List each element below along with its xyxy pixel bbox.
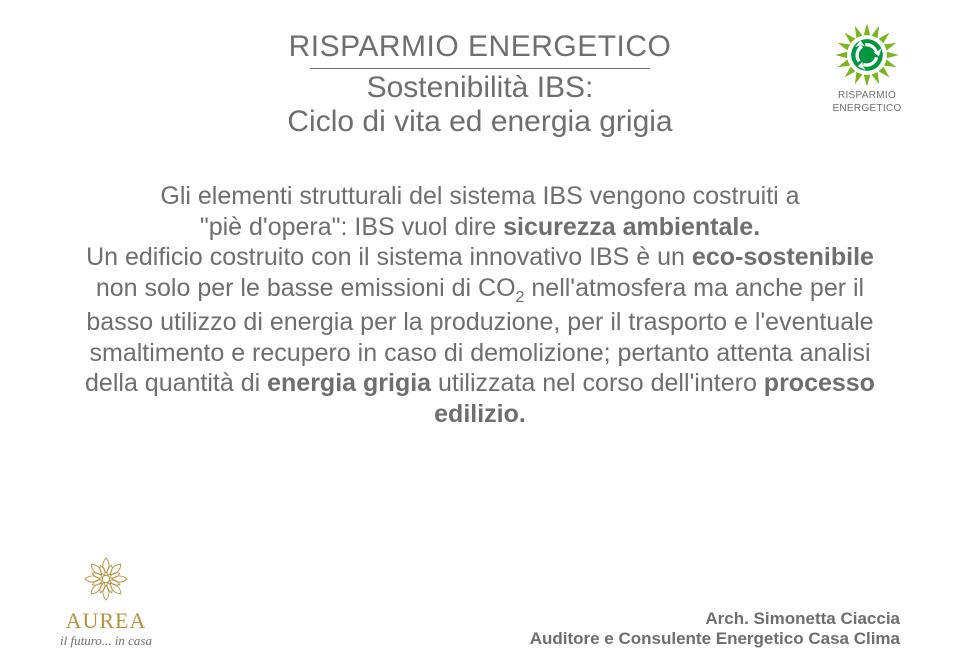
body-line: "piè d'opera": IBS vuol dire sicurezza a… — [200, 213, 760, 241]
brand-tagline: il futuro... in casa — [60, 633, 152, 649]
architect-name: Arch. Simonetta Ciaccia — [530, 609, 900, 629]
body-line: non solo per le basse emissioni di CO — [96, 274, 516, 302]
subtitle-line-1: Sostenibilità IBS: — [60, 71, 900, 105]
footer-credit: Arch. Simonetta Ciaccia Auditore e Consu… — [530, 609, 900, 649]
bold-text: eco-sostenibile — [692, 243, 874, 271]
footer-brand-block: AUREA il futuro... in casa — [60, 548, 152, 649]
bold-text: sicurezza ambientale. — [503, 213, 760, 241]
page-title: RISPARMIO ENERGETICO — [60, 30, 900, 64]
body-line: utilizzata nel corso dell'intero — [431, 369, 764, 397]
body-line: Gli elementi strutturali del sistema IBS… — [160, 182, 799, 210]
aurea-rosette-icon — [75, 548, 137, 610]
title-underline — [310, 68, 650, 69]
subtitle-line-2: Ciclo di vita ed energia grigia — [60, 105, 900, 139]
header: RISPARMIO ENERGETICO Sostenibilità IBS: … — [60, 30, 900, 139]
bold-text: energia grigia — [267, 369, 431, 397]
badge-label-1: RISPARMIO — [822, 90, 912, 101]
body-paragraph: Gli elementi strutturali del sistema IBS… — [60, 181, 900, 429]
recycle-sun-icon — [834, 22, 900, 88]
architect-role: Auditore e Consulente Energetico Casa Cl… — [530, 629, 900, 649]
energy-badge: RISPARMIO ENERGETICO — [822, 22, 912, 114]
body-line: Un edificio costruito con il sistema inn… — [86, 243, 692, 271]
badge-label-2: ENERGETICO — [822, 103, 912, 114]
footer: AUREA il futuro... in casa Arch. Simonet… — [60, 548, 900, 649]
brand-name: AUREA — [66, 608, 147, 634]
